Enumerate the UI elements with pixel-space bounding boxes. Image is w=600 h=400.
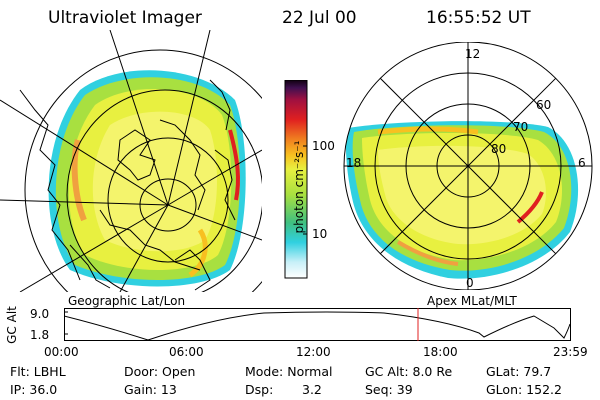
ip-value: IP: 36.0 (10, 382, 58, 397)
door-status: Door: Open (124, 364, 196, 379)
dsp-label: Dsp: (245, 382, 274, 397)
time-tick-0: 00:00 (44, 345, 79, 359)
mlat-label-70: 70 (513, 120, 529, 134)
mode-value: Mode: Normal (245, 364, 333, 379)
altitude-timeline-plot (64, 308, 571, 341)
lat-lon-grid (0, 30, 262, 292)
polar-aurora-data (345, 121, 579, 279)
colorbar-tick-10: 10 (312, 227, 328, 241)
geographic-aurora-image (0, 30, 262, 292)
time-tick-1: 06:00 (169, 345, 204, 359)
altitude-axis-label: GC Alt (5, 306, 19, 344)
time-tick-2: 12:00 (296, 345, 331, 359)
sequence-value: Seq: 39 (365, 382, 413, 397)
coastlines (19, 79, 236, 291)
colorbar-tick-100: 100 (312, 139, 335, 153)
polar-map-label: Apex MLat/MLT (427, 294, 517, 308)
polar-grid (343, 42, 593, 290)
observation-date: 22 Jul 00 (282, 8, 357, 28)
instrument-title: Ultraviolet Imager (48, 8, 202, 28)
altitude-curve (64, 311, 571, 341)
time-tick-3: 18:00 (423, 345, 458, 359)
mlt-label-midnight: 0 (466, 276, 474, 290)
dsp-value: 3.2 (302, 382, 322, 397)
intensity-color-scale (284, 80, 308, 279)
mlt-label-noon: 12 (465, 47, 481, 61)
mlat-label-80: 80 (491, 142, 507, 156)
gain-value: Gain: 13 (124, 382, 177, 397)
geographic-latitude: GLat: 79.7 (486, 364, 552, 379)
geographic-longitude: GLon: 152.2 (486, 382, 562, 397)
altitude-tick-low: 1.8 (30, 328, 50, 342)
mlt-label-dawn: 6 (578, 156, 586, 170)
altitude-plot-frame (64, 308, 571, 341)
geographic-map-label: Geographic Lat/Lon (68, 294, 186, 308)
filter-value: Flt: LBHL (10, 364, 66, 379)
mlt-label-dusk: 18 (346, 156, 362, 170)
altitude-tick-high: 9.0 (30, 307, 50, 321)
polar-aurora-plot (343, 42, 593, 290)
colorbar-unit-label: photon cm⁻²s⁻¹ (292, 140, 306, 234)
observation-time: 16:55:52 UT (426, 8, 531, 28)
mlat-label-60: 60 (536, 98, 552, 112)
time-tick-4: 23:59 (553, 345, 588, 359)
gc-altitude-value: GC Alt: 8.0 Re (365, 364, 453, 379)
